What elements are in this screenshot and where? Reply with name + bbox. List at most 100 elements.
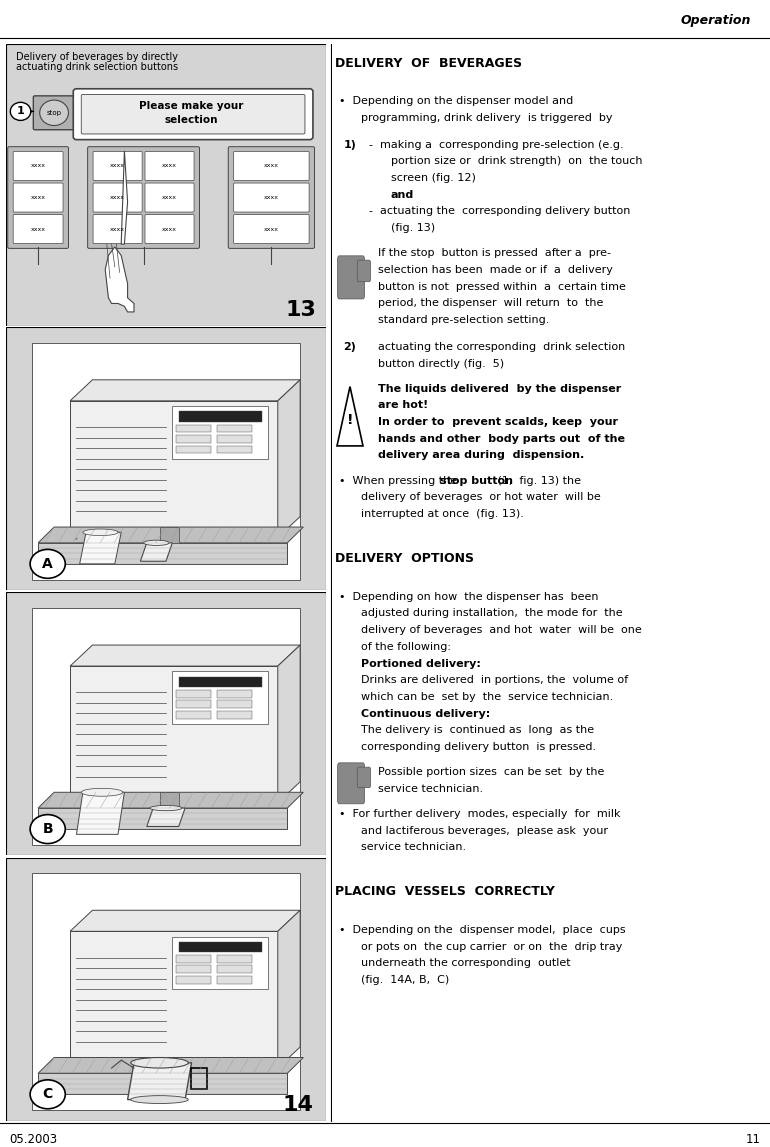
Text: (1,  fig. 13) the: (1, fig. 13) the [494,476,581,485]
Text: 1: 1 [17,107,25,116]
Polygon shape [38,1058,303,1074]
Text: interrupted at once  (fig. 13).: interrupted at once (fig. 13). [360,509,524,518]
Polygon shape [105,247,134,312]
Text: DELIVERY  OPTIONS: DELIVERY OPTIONS [335,552,474,565]
Text: -  making a  corresponding pre-selection (e.g.: - making a corresponding pre-selection (… [370,140,624,149]
FancyBboxPatch shape [33,96,75,130]
Bar [32,608,300,845]
FancyBboxPatch shape [93,214,142,243]
Polygon shape [76,793,125,834]
Text: screen (fig. 12): screen (fig. 12) [391,173,476,184]
Bar [32,343,300,579]
Ellipse shape [143,540,169,546]
Text: xxxx: xxxx [264,195,279,200]
Bar [217,689,253,697]
FancyBboxPatch shape [233,214,309,243]
Bar [70,931,278,1068]
Bar [176,424,211,432]
Polygon shape [147,807,185,827]
Polygon shape [337,387,363,446]
FancyBboxPatch shape [13,151,63,180]
Circle shape [40,100,69,125]
Bar [159,528,179,543]
Circle shape [30,549,65,578]
Text: portion size or  drink strength)  on  the touch: portion size or drink strength) on the t… [391,156,642,166]
Bar [176,445,211,453]
Circle shape [30,1079,65,1109]
FancyBboxPatch shape [145,151,194,180]
Text: xxxx: xxxx [110,227,125,232]
FancyBboxPatch shape [88,147,199,249]
FancyBboxPatch shape [13,184,63,212]
Text: button directly (fig.  5): button directly (fig. 5) [378,359,504,368]
Text: In order to  prevent scalds, keep  your: In order to prevent scalds, keep your [378,418,618,427]
Text: •  When pressing the: • When pressing the [340,476,461,485]
FancyBboxPatch shape [145,214,194,243]
Text: •  For further delivery  modes, especially  for  milk: • For further delivery modes, especially… [340,809,621,819]
Text: Operation: Operation [681,14,751,26]
Text: standard pre-selection setting.: standard pre-selection setting. [378,315,549,325]
Bar [176,955,211,962]
Text: xxxx: xxxx [162,164,177,169]
FancyBboxPatch shape [357,767,370,788]
Bar [217,976,253,984]
Text: -  actuating the  corresponding delivery button: - actuating the corresponding delivery b… [370,206,631,217]
FancyBboxPatch shape [8,147,69,249]
Circle shape [10,102,31,120]
Bar [179,677,262,687]
Text: stop button: stop button [440,476,514,485]
Text: B: B [42,822,53,836]
Text: actuating drink selection buttons: actuating drink selection buttons [15,62,178,72]
Text: xxxx: xxxx [264,227,279,232]
Bar [176,711,211,719]
Bar [38,543,287,564]
FancyBboxPatch shape [93,151,142,180]
FancyBboxPatch shape [73,88,313,140]
Text: xxxx: xxxx [162,227,177,232]
Text: A: A [42,556,53,571]
Text: !: ! [346,413,353,428]
Bar [217,966,253,974]
Text: Please make your: Please make your [139,101,243,111]
Polygon shape [70,645,300,666]
Text: underneath the corresponding  outlet: underneath the corresponding outlet [360,959,571,968]
Text: xxxx: xxxx [31,164,45,169]
Text: xxxx: xxxx [31,227,45,232]
Text: PLACING  VESSELS  CORRECTLY: PLACING VESSELS CORRECTLY [335,885,555,898]
Text: (fig.  14A, B,  C): (fig. 14A, B, C) [360,975,449,985]
Text: 14: 14 [282,1095,313,1115]
Circle shape [30,814,65,843]
Text: delivery of beverages  and hot  water  will be  one: delivery of beverages and hot water will… [360,625,641,635]
Text: delivery of beverages  or hot water  will be: delivery of beverages or hot water will … [360,492,601,502]
Text: 1): 1) [343,140,357,149]
Bar [217,711,253,719]
FancyBboxPatch shape [13,214,63,243]
Text: corresponding delivery button  is pressed.: corresponding delivery button is pressed… [360,742,596,752]
Text: 11: 11 [746,1133,761,1146]
Text: period, the dispenser  will return  to  the: period, the dispenser will return to the [378,298,603,309]
Text: 2): 2) [343,342,357,352]
FancyBboxPatch shape [82,94,305,134]
Text: are hot!: are hot! [378,400,428,411]
Bar [176,976,211,984]
Text: •  Depending on the dispenser model and: • Depending on the dispenser model and [340,96,574,107]
Polygon shape [278,911,300,1068]
Text: xxxx: xxxx [31,195,45,200]
Text: service technician.: service technician. [378,783,483,794]
Bar [172,406,268,459]
Text: selection: selection [165,115,218,125]
Text: (fig. 13): (fig. 13) [391,224,435,233]
Bar [217,445,253,453]
Bar [172,671,268,724]
Text: •  Depending on how  the dispenser has  been: • Depending on how the dispenser has bee… [340,592,599,602]
Text: of the following:: of the following: [360,642,450,651]
Bar [38,807,287,829]
Polygon shape [128,1063,192,1100]
Polygon shape [140,543,172,561]
FancyBboxPatch shape [337,763,365,804]
Polygon shape [278,380,300,538]
FancyBboxPatch shape [93,184,142,212]
Bar [176,435,211,443]
Polygon shape [70,911,300,931]
Text: Possible portion sizes  can be set  by the: Possible portion sizes can be set by the [378,767,604,778]
